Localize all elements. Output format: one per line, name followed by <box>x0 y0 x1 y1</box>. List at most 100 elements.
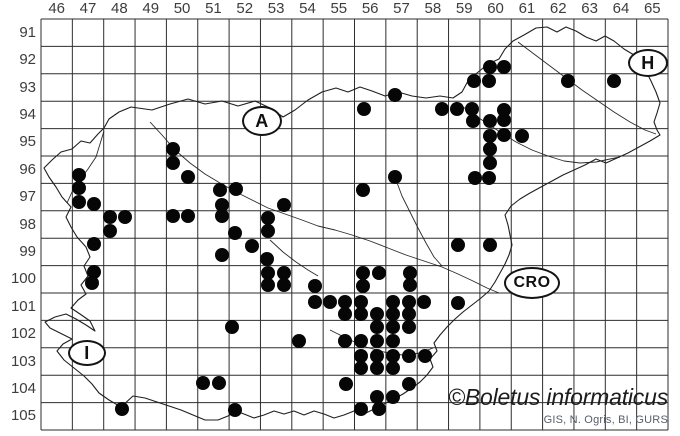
column-label: 53 <box>267 0 285 17</box>
watermark-text: ©Boletus informaticus <box>448 384 668 410</box>
column-label: 52 <box>236 0 254 17</box>
occurrence-dot <box>292 334 306 348</box>
occurrence-dot <box>354 295 368 309</box>
occurrence-dot <box>357 102 371 116</box>
occurrence-dot <box>467 74 481 88</box>
occurrence-dot <box>403 266 417 280</box>
occurrence-dot <box>261 224 275 238</box>
occurrence-dot <box>465 102 479 116</box>
row-label: 94 <box>19 105 36 123</box>
occurrence-dot <box>482 74 496 88</box>
occurrence-dot <box>451 238 465 252</box>
occurrence-dot <box>245 239 259 253</box>
column-label: 55 <box>330 0 348 17</box>
occurrence-dot <box>229 182 243 196</box>
occurrence-dot <box>213 183 227 197</box>
occurrence-dot <box>483 238 497 252</box>
river-line <box>149 121 500 294</box>
occurrence-dot <box>277 266 291 280</box>
row-label: 99 <box>19 242 36 260</box>
occurrence-dot <box>308 279 322 293</box>
occurrence-dot <box>388 170 402 184</box>
column-label: 64 <box>612 0 630 17</box>
occurrence-dot <box>370 361 384 375</box>
occurrence-dot <box>418 349 432 363</box>
country-label-hungary: H <box>628 49 668 77</box>
occurrence-dot <box>466 114 480 128</box>
credit-text: GIS, N. Ogris, BI, GURS <box>543 414 668 426</box>
occurrence-dot <box>87 197 101 211</box>
occurrence-dot <box>402 349 416 363</box>
column-label: 62 <box>549 0 567 17</box>
occurrence-dot <box>451 296 465 310</box>
country-label-italy: I <box>68 340 106 366</box>
occurrence-dot <box>402 307 416 321</box>
column-label: 61 <box>518 0 536 17</box>
occurrence-dot <box>87 237 101 251</box>
occurrence-dot <box>260 252 274 266</box>
row-label: 95 <box>19 133 36 151</box>
occurrence-dot <box>370 349 384 363</box>
column-label: 58 <box>424 0 442 17</box>
occurrence-dot <box>87 265 101 279</box>
row-label: 96 <box>19 160 36 178</box>
occurrence-dot <box>370 390 384 404</box>
occurrence-dot <box>166 209 180 223</box>
column-label: 51 <box>205 0 222 17</box>
river-line <box>455 101 621 164</box>
occurrence-dot <box>196 376 210 390</box>
column-label: 49 <box>142 0 160 17</box>
occurrence-dot <box>372 266 386 280</box>
occurrence-dot <box>483 114 497 128</box>
occurrence-dot <box>386 307 400 321</box>
row-label: 105 <box>10 407 36 425</box>
occurrence-dot <box>386 334 400 348</box>
occurrence-dot <box>277 198 291 212</box>
country-label-austria: A <box>242 106 282 136</box>
occurrence-dot <box>103 210 117 224</box>
occurrence-dot <box>370 307 384 321</box>
row-label: 102 <box>10 325 36 343</box>
country-label-croatia: CRO <box>504 267 560 299</box>
occurrence-dot <box>356 266 370 280</box>
occurrence-dot <box>277 278 291 292</box>
occurrence-dot <box>497 60 511 74</box>
column-label: 56 <box>361 0 379 17</box>
row-label: 101 <box>10 297 36 315</box>
occurrence-dot <box>468 171 482 185</box>
occurrence-dot <box>228 226 242 240</box>
column-label: 46 <box>48 0 66 17</box>
row-label: 104 <box>10 379 36 397</box>
occurrence-dot <box>72 168 86 182</box>
occurrence-dot <box>261 266 275 280</box>
occurrence-dot <box>308 295 322 309</box>
occurrence-dot <box>354 402 368 416</box>
occurrence-dot <box>323 295 337 309</box>
occurrence-dot <box>386 390 400 404</box>
occurrence-dot <box>354 334 368 348</box>
occurrence-dot <box>497 128 511 142</box>
column-label: 63 <box>581 0 598 17</box>
occurrence-dot <box>212 376 226 390</box>
occurrence-dot <box>482 171 496 185</box>
occurrence-dot <box>354 361 368 375</box>
occurrence-dot <box>228 403 242 417</box>
occurrence-dot <box>215 209 229 223</box>
occurrence-dot <box>515 129 529 143</box>
occurrence-dot <box>483 129 497 143</box>
occurrence-dot <box>72 195 86 209</box>
occurrence-dot <box>388 88 402 102</box>
occurrence-dot <box>370 334 384 348</box>
occurrence-dot <box>561 74 575 88</box>
row-label: 98 <box>19 215 36 233</box>
occurrence-dot <box>115 402 129 416</box>
occurrence-dot <box>483 156 497 170</box>
occurrence-dot <box>118 210 132 224</box>
occurrence-dot <box>354 349 368 363</box>
occurrence-dot <box>417 295 431 309</box>
occurrence-dot <box>261 211 275 225</box>
occurrence-dot <box>450 102 464 116</box>
occurrence-dot <box>372 402 386 416</box>
occurrence-dot <box>261 278 275 292</box>
